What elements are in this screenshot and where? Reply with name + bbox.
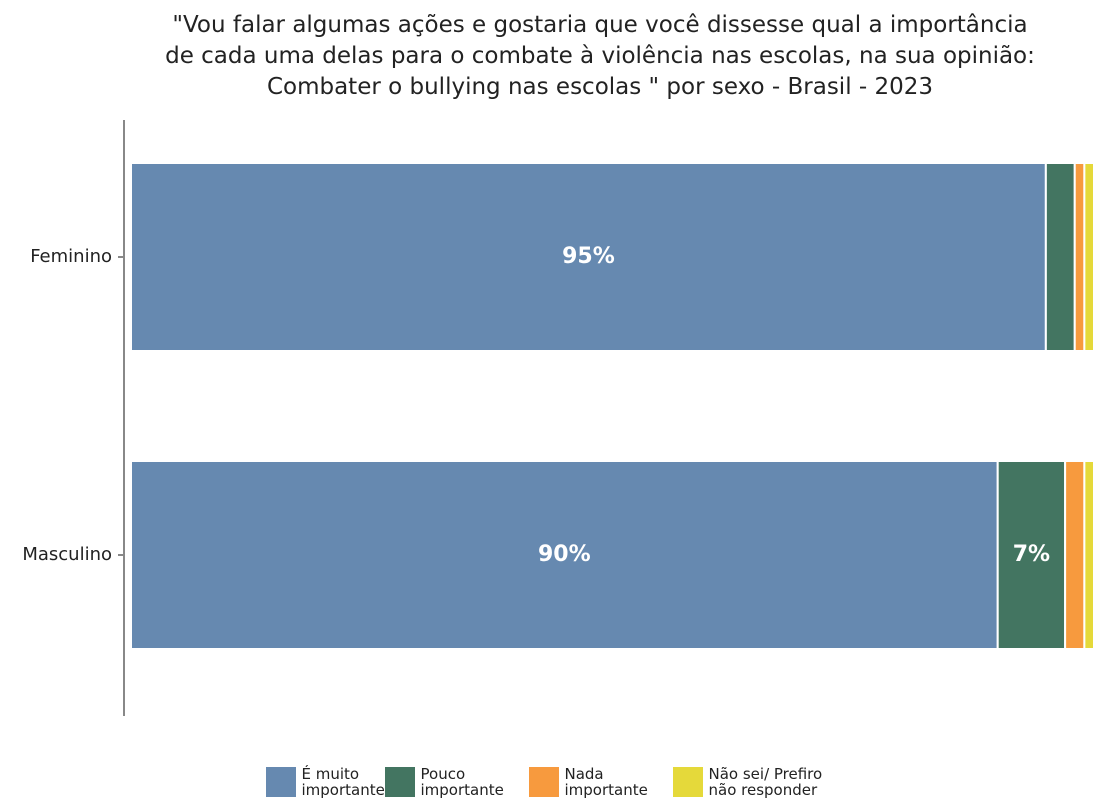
legend-item: Pouco importante bbox=[384, 765, 521, 799]
legend-label: É muito importante bbox=[301, 765, 385, 799]
data-label: 90% bbox=[538, 542, 591, 567]
bar-segment bbox=[130, 162, 1047, 352]
legend-swatch bbox=[384, 767, 415, 797]
bar-segment bbox=[1083, 162, 1094, 352]
legend-swatch bbox=[672, 767, 703, 797]
bar-segment bbox=[1064, 460, 1086, 650]
y-tick-label: Feminino bbox=[30, 246, 112, 267]
bar-segment bbox=[996, 460, 1067, 650]
legend-item: Não sei/ Prefiro não responder bbox=[672, 765, 829, 799]
data-label: 7% bbox=[1013, 542, 1050, 567]
legend-swatch bbox=[528, 767, 559, 797]
legend-label: Não sei/ Prefiro não responder bbox=[708, 765, 823, 799]
bar-segment bbox=[130, 460, 999, 650]
legend-swatch bbox=[265, 767, 296, 797]
chart-title: "Vou falar algumas ações e gostaria que … bbox=[165, 12, 1035, 100]
bar-segment bbox=[1044, 162, 1076, 352]
y-tick-label: Masculino bbox=[22, 544, 112, 565]
legend-label: Pouco importante bbox=[420, 765, 504, 799]
legend-item: Nada importante bbox=[528, 765, 665, 799]
legend: É muito importante Pouco importante Nada i… bbox=[0, 766, 1094, 798]
legend-item: É muito importante bbox=[265, 765, 385, 799]
bar-segment bbox=[1083, 460, 1094, 650]
bar-segment bbox=[1073, 162, 1086, 352]
data-label: 95% bbox=[562, 244, 615, 269]
legend-label: Nada importante bbox=[564, 765, 648, 799]
